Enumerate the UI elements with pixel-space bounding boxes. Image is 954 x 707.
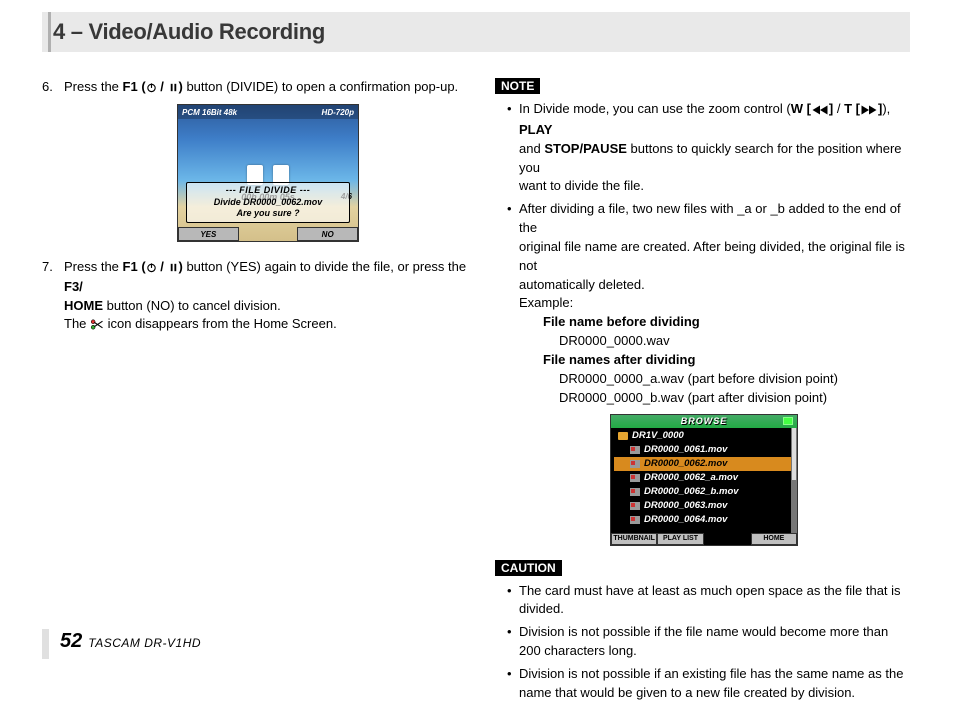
shot2-folder: DR1V_0000 [614,429,794,443]
movie-icon [630,488,640,496]
product-name: TASCAM DR-V1HD [88,636,201,650]
caution-item: Division is not possible if the file nam… [507,623,910,661]
battery-icon [783,417,793,425]
caution-label: CAUTION [495,560,562,576]
after-label: File names after dividing [519,351,910,370]
folder-icon [618,432,628,440]
shot2-home: HOME [751,533,797,545]
shot2-file-row: DR0000_0062_a.mov [614,471,794,485]
shot2-bottombar: THUMBNAIL PLAY LIST HOME [611,533,797,545]
page-footer: 52 TASCAM DR-V1HD [42,630,201,653]
before-fn: DR0000_0000.wav [519,332,910,351]
movie-icon [630,460,640,468]
power-icon [146,80,157,98]
pause-icon [168,260,179,278]
shot1-dialog-l1: Divide DR0000_0062.mov [187,197,349,208]
step-7: 7. Press the F1 ( / ) button (YES) again… [42,258,472,333]
step6-line: Press the F1 ( / ) button (DIVIDE) to op… [64,79,458,94]
caution-item: The card must have at least as much open… [507,582,910,620]
shot1-format: PCM 16Bit 48k [182,107,237,118]
step-num: 7. [42,258,64,333]
shot2-playlist: PLAY LIST [657,533,703,545]
note-label: NOTE [495,78,540,94]
shot2-list: DR1V_0000 DR0000_0061.movDR0000_0062.mov… [611,428,797,527]
shot1-yes: YES [178,227,239,241]
page-number: 52 [60,630,82,653]
shot1-topbar: PCM 16Bit 48k HD-720p [178,105,358,119]
shot2-files: DR0000_0061.movDR0000_0062.movDR0000_006… [614,443,794,527]
shot1-dialog-l2: Are you sure ? [187,208,349,219]
shot2-file-row: DR0000_0062.mov [614,457,794,471]
power-icon [146,260,157,278]
shot2-title: BROWSE [611,415,797,428]
browse-screenshot: BROWSE DR1V_0000 DR0000_0061.movDR0000_0… [610,414,798,546]
shot1-buttons: YES NO [178,227,358,241]
step7-line: Press the F1 ( / ) button (YES) again to… [64,259,466,294]
movie-icon [630,474,640,482]
step-6: 6. Press the F1 ( / ) button (DIVIDE) to… [42,78,472,250]
movie-icon [630,516,640,524]
shot1-dialog: --- FILE DIVIDE --- Divide DR0000_0062.m… [186,182,350,223]
before-label: File name before dividing [519,313,910,332]
note-2: After dividing a file, two new files wit… [507,200,910,407]
note-1: In Divide mode, you can use the zoom con… [507,100,910,196]
left-column: 6. Press the F1 ( / ) button (DIVIDE) to… [42,78,472,341]
after-fn-b: DR0000_0000_b.wav (part after division p… [519,389,910,408]
shot1-dialog-hdr: --- FILE DIVIDE --- [187,185,349,196]
shot2-scrollbar [791,428,797,533]
section-title: 4 – Video/Audio Recording [53,19,325,45]
caution-list: The card must have at least as much open… [495,582,910,703]
shot2-file-row: DR0000_0064.mov [614,513,794,527]
shot2-thumbnail: THUMBNAIL [611,533,657,545]
pause-icon [168,80,179,98]
scissors-icon [90,317,104,328]
shot2-file-row: DR0000_0062_b.mov [614,485,794,499]
shot2-file-row: DR0000_0061.mov [614,443,794,457]
section-header: 4 – Video/Audio Recording [42,12,910,52]
movie-icon [630,502,640,510]
header-accent [48,12,51,52]
step7-l2: HOME button (NO) to cancel division. [64,298,281,313]
rw-icon [811,102,829,121]
step7-l3: The icon disappears from the Home Screen… [64,316,337,331]
divide-confirm-screenshot: PCM 16Bit 48k HD-720p 00h 00m 05s 4/6 --… [177,104,359,242]
step-num: 6. [42,78,64,250]
after-fn-a: DR0000_0000_a.wav (part before division … [519,370,910,389]
note-list: In Divide mode, you can use the zoom con… [495,100,910,408]
step-body: Press the F1 ( / ) button (DIVIDE) to op… [64,78,472,250]
shot1-no: NO [297,227,358,241]
ff-icon [860,102,878,121]
movie-icon [630,446,640,454]
shot2-file-row: DR0000_0063.mov [614,499,794,513]
step-body: Press the F1 ( / ) button (YES) again to… [64,258,472,333]
step-list: 6. Press the F1 ( / ) button (DIVIDE) to… [42,78,472,333]
right-column: NOTE In Divide mode, you can use the zoo… [495,78,910,707]
shot1-res: HD-720p [322,107,354,118]
